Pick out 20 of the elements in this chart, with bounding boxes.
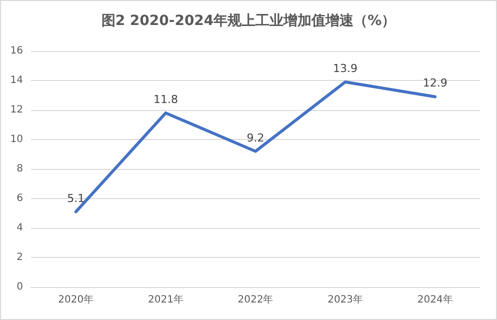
- chart-title: 图2 2020-2024年规上工业增加值增速（%）: [101, 13, 396, 29]
- data-label: 5.1: [67, 192, 85, 205]
- x-tick-label: 2022年: [238, 294, 274, 306]
- y-tick-label: 16: [10, 46, 23, 56]
- data-label: 12.9: [422, 76, 448, 90]
- y-tick-label: 12: [10, 104, 23, 116]
- x-tick-label: 2021年: [148, 294, 184, 306]
- y-tick-label: 4: [16, 222, 23, 234]
- y-tick-label: 6: [16, 193, 23, 204]
- x-tick-label: 2020年: [58, 294, 94, 306]
- y-tick-label: 0: [16, 282, 23, 292]
- y-tick-label: 10: [10, 134, 23, 145]
- y-tick-label: 14: [10, 75, 23, 86]
- data-label: 9.2: [246, 131, 264, 144]
- y-tick-label: 2: [16, 252, 23, 263]
- x-tick-label: 2023年: [328, 294, 364, 306]
- y-tick-label: 8: [16, 164, 23, 174]
- x-tick-label: 2024年: [417, 294, 453, 306]
- data-label: 11.8: [153, 92, 178, 106]
- data-label: 13.9: [333, 62, 358, 75]
